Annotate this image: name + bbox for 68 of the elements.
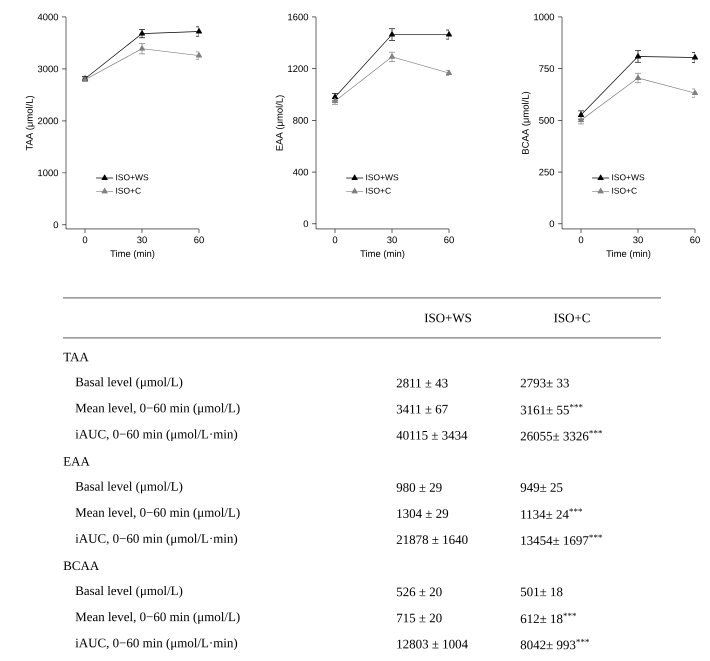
text: 1134± 24$^{***}$	[521, 508, 582, 519]
y-tick-label: 1600	[288, 14, 308, 20]
y-axis-title: EAA (μmol/L)	[276, 95, 285, 150]
text: ISO+C	[554, 314, 590, 322]
text: Basal level (μmol/L)	[76, 482, 182, 494]
legend-label: ISO+C	[366, 188, 391, 194]
legend-label: ISO+C	[116, 188, 141, 194]
y-tick-label: 0	[550, 220, 554, 228]
y-tick-label: 800	[293, 117, 308, 124]
y-tick-label: 1200	[288, 65, 308, 72]
legend-label: ISO+WS	[612, 174, 644, 180]
text: 8042± 993$^{***}$	[520, 638, 590, 650]
legend-label: ISO+WS	[116, 174, 148, 180]
x-tick-label: 60	[444, 236, 454, 244]
y-tick-label: 500	[539, 117, 554, 124]
text: 501± 18	[520, 588, 562, 596]
text: Mean level, 0−60 min (μmol/L)	[76, 508, 240, 520]
x-tick-label: 30	[387, 236, 397, 244]
text: Mean level, 0−60 min (μmol/L)	[76, 403, 240, 416]
text: 3411 ± 67	[396, 404, 448, 414]
text: iAUC, 0−60 min (μmol/L·min)	[75, 429, 238, 442]
x-axis-title: Time (min)	[110, 250, 154, 259]
text: ISO+WS	[424, 314, 472, 322]
x-tick-label: 0	[578, 236, 584, 244]
text: 26055± 3326$^{***}$	[520, 430, 602, 440]
text: 2811 ± 43	[396, 378, 448, 388]
y-tick-label: 1000	[38, 170, 58, 176]
text: 13454± 1697$^{***}$	[521, 534, 602, 545]
x-axis-title: Time (min)	[360, 250, 404, 259]
text: iAUC, 0−60 min (μmol/L·min)	[75, 638, 238, 650]
text: 715 ± 20	[397, 614, 442, 622]
text: 612± 18$^{***}$	[520, 612, 576, 624]
text: 12803 ± 1004	[397, 640, 468, 648]
x-tick-label: 60	[690, 236, 700, 244]
text: 1304 ± 29	[397, 509, 448, 518]
x-tick-label: 60	[194, 236, 204, 244]
y-tick-label: 2000	[38, 118, 58, 124]
text: 980 ± 29	[396, 483, 442, 492]
y-tick-label: 3000	[38, 66, 58, 72]
y-tick-label: 250	[539, 168, 554, 176]
legend-label: ISO+WS	[366, 174, 398, 180]
x-tick-label: 0	[82, 236, 88, 244]
text: Mean level, 0−60 min (μmol/L)	[76, 612, 240, 624]
x-tick-label: 30	[137, 236, 147, 244]
y-tick-label: 1000	[534, 14, 554, 20]
text: 3161± 55$^{***}$	[520, 404, 583, 414]
text: 2793± 33	[520, 378, 569, 388]
text: Basal level (μmol/L)	[76, 586, 182, 598]
text: 40115 ± 3434	[396, 430, 468, 440]
text: EAA	[64, 457, 90, 466]
text: 949± 25	[520, 483, 562, 492]
y-tick-label: 0	[304, 220, 308, 228]
text: iAUC, 0−60 min (μmol/L·min)	[75, 534, 238, 546]
x-axis-title: Time (min)	[606, 250, 650, 259]
y-tick-label: 400	[292, 168, 308, 176]
text: TAA	[63, 352, 89, 362]
text: Basal level (μmol/L)	[76, 377, 182, 389]
y-tick-label: 0	[54, 221, 58, 228]
x-tick-label: 30	[633, 236, 643, 244]
text: BCAA	[64, 561, 100, 570]
text: 21878 ± 1640	[396, 535, 468, 544]
legend-label: ISO+C	[612, 188, 637, 194]
y-axis-title: BCAA (μmol/L)	[522, 92, 531, 154]
y-axis-title: TAA (μmol/L)	[26, 96, 35, 150]
y-tick-label: 4000	[38, 14, 58, 20]
text: 526 ± 20	[396, 588, 442, 596]
y-tick-label: 750	[539, 65, 554, 72]
x-tick-label: 0	[332, 236, 338, 244]
